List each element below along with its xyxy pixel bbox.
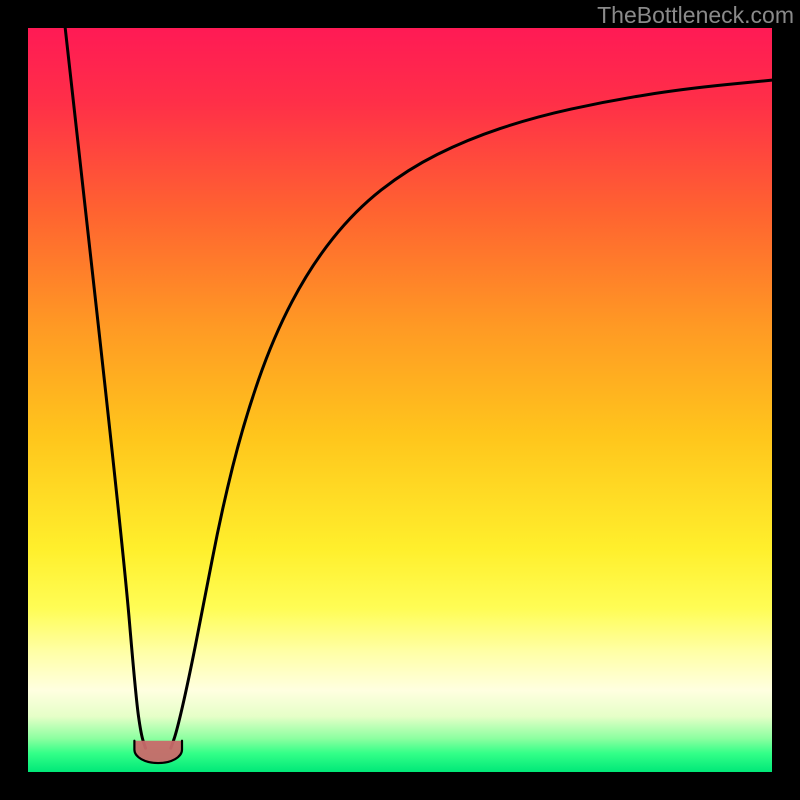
- notch-marker: [134, 741, 182, 763]
- plot-area: [28, 28, 772, 772]
- chart-svg: [28, 28, 772, 772]
- gradient-background: [28, 28, 772, 772]
- watermark-text: TheBottleneck.com: [597, 2, 794, 29]
- chart-root: TheBottleneck.com: [0, 0, 800, 800]
